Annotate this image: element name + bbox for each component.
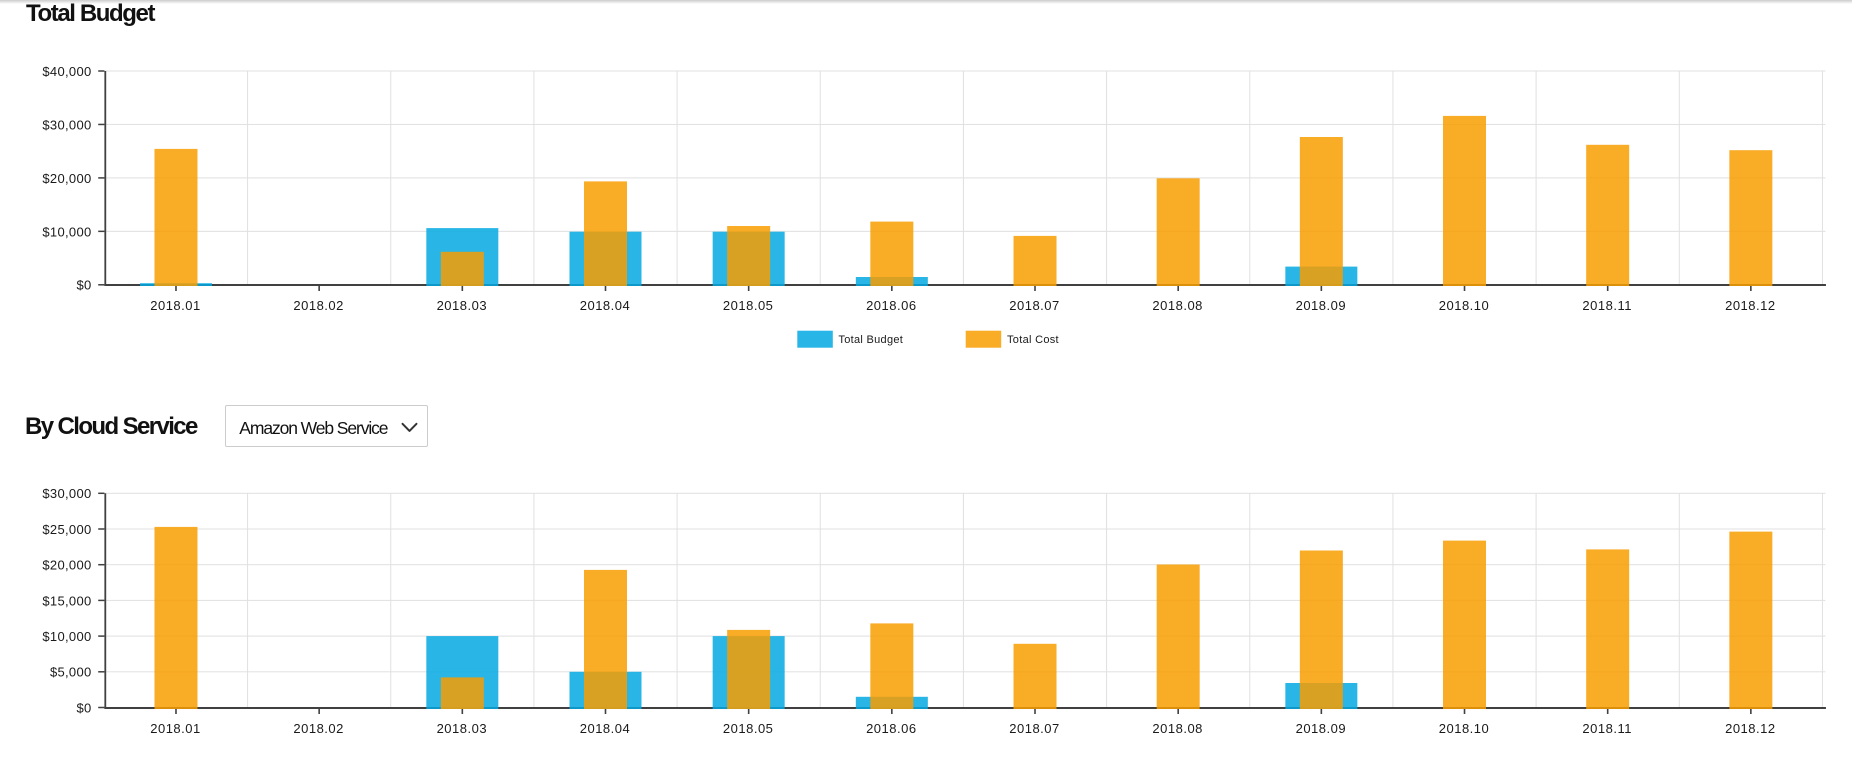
svg-text:$40,000: $40,000 xyxy=(42,64,91,79)
svg-text:2018.01: 2018.01 xyxy=(150,721,201,736)
svg-text:$15,000: $15,000 xyxy=(42,593,91,608)
svg-text:2018.12: 2018.12 xyxy=(1725,298,1776,313)
svg-text:$30,000: $30,000 xyxy=(42,117,91,132)
svg-text:2018.10: 2018.10 xyxy=(1439,298,1490,313)
svg-text:2018.10: 2018.10 xyxy=(1439,721,1490,736)
svg-text:2018.09: 2018.09 xyxy=(1296,721,1347,736)
svg-text:2018.03: 2018.03 xyxy=(437,721,488,736)
svg-text:Total Budget: Total Budget xyxy=(838,334,903,346)
svg-text:2018.04: 2018.04 xyxy=(580,298,631,313)
svg-text:2018.12: 2018.12 xyxy=(1725,721,1776,736)
svg-text:2018.11: 2018.11 xyxy=(1582,298,1632,313)
svg-text:2018.08: 2018.08 xyxy=(1152,298,1203,313)
svg-text:2018.11: 2018.11 xyxy=(1582,721,1632,736)
svg-text:$20,000: $20,000 xyxy=(42,558,91,573)
svg-text:2018.02: 2018.02 xyxy=(293,298,344,313)
svg-text:2018.03: 2018.03 xyxy=(437,298,488,313)
svg-text:2018.07: 2018.07 xyxy=(1009,298,1060,313)
svg-text:2018.01: 2018.01 xyxy=(150,298,201,313)
svg-text:$25,000: $25,000 xyxy=(42,522,91,537)
svg-text:2018.08: 2018.08 xyxy=(1152,721,1203,736)
svg-text:2018.07: 2018.07 xyxy=(1009,721,1060,736)
svg-text:Total Cost: Total Cost xyxy=(1007,334,1059,346)
svg-text:$30,000: $30,000 xyxy=(42,486,91,501)
svg-text:2018.09: 2018.09 xyxy=(1296,298,1347,313)
svg-text:$10,000: $10,000 xyxy=(42,629,91,644)
svg-text:2018.05: 2018.05 xyxy=(723,298,774,313)
svg-text:$0: $0 xyxy=(76,700,91,715)
svg-text:2018.06: 2018.06 xyxy=(866,721,917,736)
svg-text:$5,000: $5,000 xyxy=(50,665,92,680)
svg-text:2018.02: 2018.02 xyxy=(293,721,344,736)
svg-text:2018.05: 2018.05 xyxy=(723,721,774,736)
svg-text:2018.04: 2018.04 xyxy=(580,721,631,736)
svg-text:$20,000: $20,000 xyxy=(42,171,91,186)
svg-text:$10,000: $10,000 xyxy=(42,224,91,239)
svg-text:2018.06: 2018.06 xyxy=(866,298,917,313)
svg-text:$0: $0 xyxy=(76,278,91,293)
